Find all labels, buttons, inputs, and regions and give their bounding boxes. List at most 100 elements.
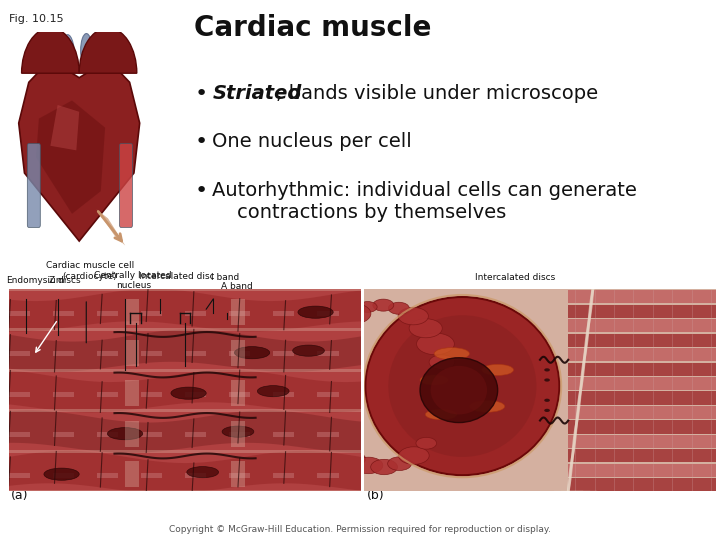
Bar [231,461,245,487]
Bar [141,473,162,478]
Text: Gap junctions: Gap junctions [376,341,438,350]
Circle shape [388,302,409,314]
Bar [229,433,251,437]
Bar [9,473,30,478]
Bar [568,464,716,477]
Bar [231,421,245,447]
Wedge shape [22,28,79,73]
Circle shape [416,437,436,449]
Text: Cardiac muscle cell
(cardiocyte): Cardiac muscle cell (cardiocyte) [46,261,134,281]
Circle shape [299,366,337,388]
Circle shape [544,368,550,372]
Ellipse shape [434,348,469,360]
Bar [231,380,245,406]
Bar [141,352,162,356]
Circle shape [544,379,550,382]
Ellipse shape [222,426,254,437]
Text: One nucleus per cell: One nucleus per cell [212,132,412,151]
Bar [274,352,294,356]
Bar [185,352,206,356]
Bar [96,352,118,356]
Ellipse shape [431,366,487,415]
Bar [229,352,251,356]
Ellipse shape [81,33,92,68]
Circle shape [387,457,411,470]
Ellipse shape [60,35,75,85]
Bar [9,433,30,437]
Bar [185,311,206,316]
Bar [568,319,716,332]
Text: Fig. 10.15: Fig. 10.15 [9,14,63,24]
Bar [9,392,30,397]
Polygon shape [9,451,361,494]
Bar [568,305,716,318]
Text: Desmosomes: Desmosomes [376,369,436,378]
Bar [125,380,139,406]
Text: Nucleus: Nucleus [527,467,563,475]
Bar [96,311,118,316]
Bar [185,473,206,478]
Bar [568,392,716,404]
Bar [568,362,716,376]
Text: Striated: Striated [212,84,302,103]
Bar [568,334,716,347]
Circle shape [313,330,346,349]
Bar [53,433,74,437]
Bar [9,352,30,356]
Text: Cardiac muscle: Cardiac muscle [194,14,432,42]
Bar [9,450,361,453]
Bar [274,433,294,437]
Circle shape [354,457,383,474]
Bar [568,348,716,361]
Bar [185,392,206,397]
Bar [318,473,338,478]
Polygon shape [19,59,140,241]
Bar [274,311,294,316]
Ellipse shape [96,46,106,87]
Text: (a): (a) [11,489,28,502]
Circle shape [544,399,550,402]
Text: Endomysium: Endomysium [6,276,64,285]
Bar [568,290,716,303]
Ellipse shape [426,409,457,420]
Bar [318,311,338,316]
Circle shape [417,333,454,355]
Text: Copyright © McGraw-Hill Education. Permission required for reproduction or displ: Copyright © McGraw-Hill Education. Permi… [169,524,551,534]
Bar [141,392,162,397]
Bar [9,328,361,332]
Bar [125,299,139,325]
Text: Z discs: Z discs [49,276,81,285]
Text: Intercalated disc: Intercalated disc [138,272,215,281]
Bar [125,461,139,487]
Bar [568,449,716,462]
Text: •: • [194,132,207,152]
Circle shape [311,410,333,422]
Ellipse shape [257,386,289,397]
Bar [568,420,716,434]
Bar [568,406,716,419]
Circle shape [313,352,331,362]
Ellipse shape [235,347,270,359]
Circle shape [341,452,366,466]
Ellipse shape [171,387,206,399]
Circle shape [319,427,341,440]
Ellipse shape [44,468,79,480]
Ellipse shape [482,364,513,375]
Bar [125,340,139,366]
Polygon shape [96,210,125,246]
Bar [9,288,361,291]
Circle shape [399,447,429,464]
Text: •: • [194,84,207,104]
Bar [318,392,338,397]
Circle shape [335,303,371,324]
Ellipse shape [388,315,536,457]
Bar [141,311,162,316]
Circle shape [371,460,397,475]
Bar [185,433,206,437]
FancyBboxPatch shape [120,144,132,227]
Text: Sarcolemma: Sarcolemma [467,467,523,475]
Circle shape [398,307,428,325]
Bar [229,473,251,478]
Ellipse shape [420,357,498,422]
Text: (b): (b) [367,489,384,502]
